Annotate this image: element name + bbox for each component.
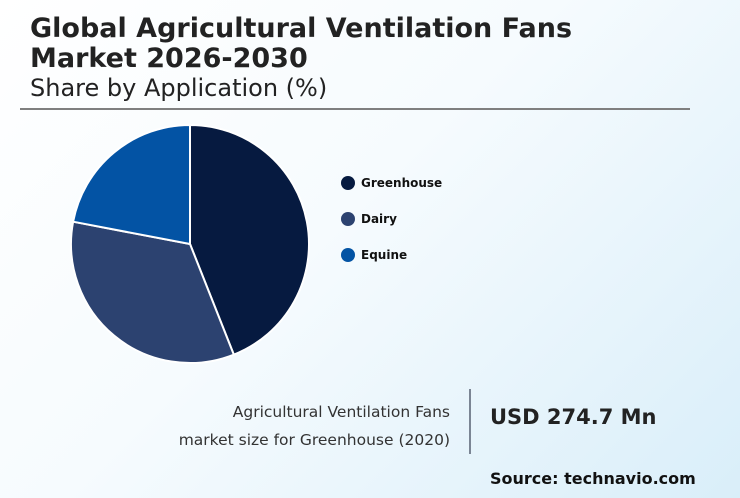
legend-label: Equine bbox=[361, 248, 408, 262]
legend-dot-icon bbox=[341, 176, 355, 190]
header-divider bbox=[20, 108, 690, 110]
legend-item-dairy: Dairy bbox=[341, 210, 442, 228]
pie-slice-equine bbox=[72, 124, 191, 245]
market-size-label: Agricultural Ventilation Fans market siz… bbox=[179, 398, 450, 454]
legend-dot-icon bbox=[341, 248, 355, 262]
legend-item-greenhouse: Greenhouse bbox=[341, 174, 442, 192]
pie-slice-greenhouse bbox=[189, 124, 310, 356]
legend-label: Dairy bbox=[361, 212, 397, 226]
pie-slice-dairy bbox=[70, 220, 235, 364]
stat-divider bbox=[469, 389, 471, 454]
market-size-value: USD 274.7 Mn bbox=[490, 405, 657, 429]
chart-legend: Greenhouse Dairy Equine bbox=[341, 174, 442, 282]
chart-title: Global Agricultural Ventilation Fans Mar… bbox=[30, 13, 573, 74]
legend-label: Greenhouse bbox=[361, 176, 443, 190]
legend-item-equine: Equine bbox=[341, 246, 442, 264]
market-size-label-line2: market size for Greenhouse (2020) bbox=[178, 431, 450, 449]
pie-chart bbox=[70, 124, 310, 364]
market-size-label-line1: Agricultural Ventilation Fans bbox=[232, 403, 450, 421]
legend-dot-icon bbox=[341, 212, 355, 226]
chart-subtitle: Share by Application (%) bbox=[30, 74, 328, 102]
source-credit: Source: technavio.com bbox=[490, 469, 696, 488]
